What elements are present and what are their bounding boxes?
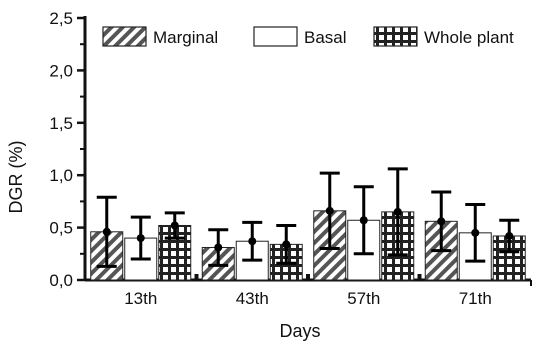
y-axis-title: DGR (%) bbox=[6, 141, 26, 214]
mean-point bbox=[282, 240, 291, 249]
mean-point bbox=[170, 221, 179, 230]
mean-point bbox=[393, 207, 402, 216]
mean-point bbox=[248, 237, 257, 246]
mean-point bbox=[505, 231, 514, 240]
x-tick-label: 57th bbox=[347, 289, 380, 308]
mean-point bbox=[136, 234, 145, 243]
mean-point bbox=[325, 206, 334, 215]
y-tick-label: 1,5 bbox=[49, 114, 73, 133]
x-tick-label: 43th bbox=[236, 289, 269, 308]
plot-area: 0,0 0,5 1,0 1,5 2,0 2,5 13th 43th 57th 71th bbox=[49, 9, 532, 308]
mean-point bbox=[437, 217, 446, 226]
legend-label: Marginal bbox=[153, 28, 218, 47]
x-tick-label: 13th bbox=[124, 289, 157, 308]
legend-swatch bbox=[102, 26, 147, 47]
x-group-divider-tick bbox=[417, 274, 422, 280]
legend: Marginal Basal Whole plant bbox=[102, 26, 514, 47]
x-tick-label: 71th bbox=[459, 289, 492, 308]
x-group-divider-tick bbox=[306, 274, 310, 280]
legend-swatch bbox=[373, 26, 418, 47]
x-axis-title: Days bbox=[279, 321, 320, 341]
y-tick-label: 2,0 bbox=[49, 61, 73, 80]
legend-label: Basal bbox=[304, 28, 347, 47]
mean-point bbox=[359, 216, 368, 225]
y-tick-label: 0,0 bbox=[49, 271, 73, 290]
mean-point bbox=[102, 227, 111, 236]
mean-point bbox=[214, 243, 223, 252]
y-tick-label: 2,5 bbox=[49, 9, 73, 28]
y-tick-label: 1,0 bbox=[49, 166, 73, 185]
legend-swatch bbox=[253, 26, 298, 47]
x-group-divider-tick bbox=[194, 274, 199, 280]
y-tick-label: 0,5 bbox=[49, 219, 73, 238]
legend-label: Whole plant bbox=[424, 28, 514, 47]
mean-point bbox=[471, 228, 480, 237]
